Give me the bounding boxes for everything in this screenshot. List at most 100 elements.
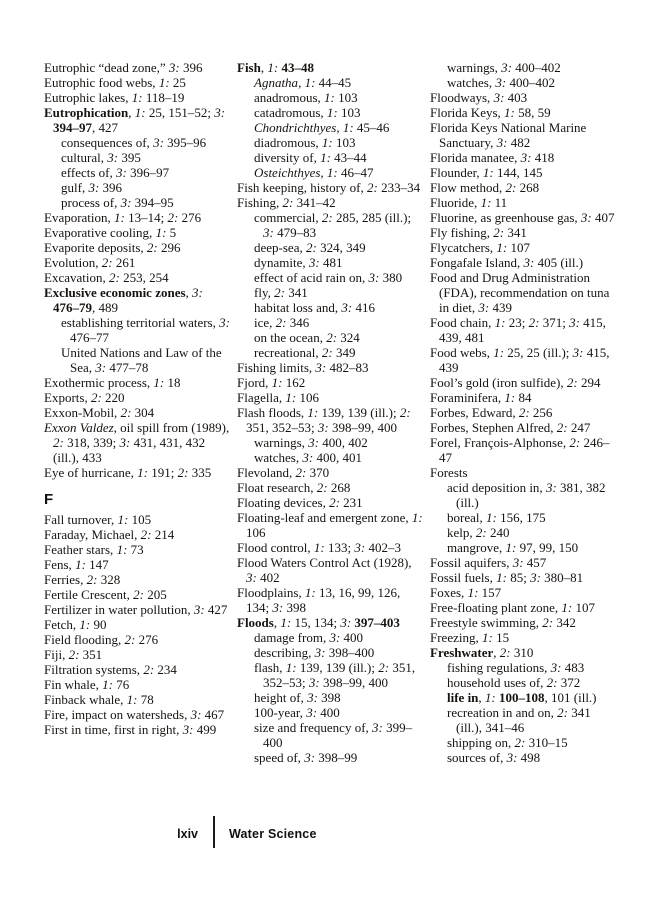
entry-text-segment: 3: — [478, 300, 490, 315]
index-subentry: size and frequency of, 3: 399–400 — [237, 720, 423, 750]
entry-text-segment: 402–3 — [365, 540, 401, 555]
entry-text-segment: 2: — [569, 435, 581, 450]
entry-text-segment: 97, 99, 150 — [516, 540, 579, 555]
index-column-3: warnings, 3: 400–402 watches, 3: 400–402 F… — [430, 60, 616, 765]
entry-text-segment: 3: — [168, 60, 180, 75]
entry-text-segment: 403 — [504, 90, 528, 105]
entry-text-segment: 3: — [496, 135, 508, 150]
index-entry: Filtration systems, 2: 234 — [44, 662, 230, 677]
entry-text-segment: 3: — [182, 722, 194, 737]
entry-text-segment: 427 — [204, 602, 228, 617]
entry-text-segment: 310 — [510, 645, 534, 660]
index-subentry: acid deposition in, 3: 381, 382 (ill.) — [430, 480, 616, 510]
index-entry: Fossil aquifers, 3: 457 — [430, 555, 616, 570]
entry-text-segment: 476–77 — [70, 330, 109, 345]
entry-text-segment: 346 — [286, 315, 310, 330]
index-entry: Florida Keys National Marine Sanctuary, … — [430, 120, 616, 150]
entry-text-segment: 1: — [505, 540, 517, 555]
entry-text-segment: 1: — [116, 542, 128, 557]
index-entry: Fishing, 2: 341–42 — [237, 195, 423, 210]
entry-text-segment: Fishing, — [237, 195, 283, 210]
entry-text-segment: 400 — [317, 705, 340, 720]
entry-text-segment: Florida Keys National Marine Sanctuary, — [430, 120, 587, 150]
index-subentry: consequences of, 3: 395–96 — [44, 135, 230, 150]
entry-text-segment: 394–97 — [53, 120, 92, 135]
entry-text-segment: 3: — [354, 540, 366, 555]
entry-text-segment: 351, 352–53; — [263, 660, 416, 690]
index-subentry: diadromous, 1: 103 — [237, 135, 423, 150]
index-subentry: Agnatha, 1: 44–45 — [237, 75, 423, 90]
entry-text-segment: 3: — [569, 315, 580, 330]
index-entry: Flood Waters Control Act (1928), 3: 402 — [237, 555, 423, 585]
entry-text-segment: 1: — [326, 165, 338, 180]
entry-text-segment: 418 — [531, 150, 555, 165]
entry-text-segment: Agnatha — [254, 75, 299, 90]
entry-text-segment: 157 — [478, 585, 502, 600]
entry-text-segment: 106 — [246, 525, 266, 540]
entry-text-segment: Flevoland, — [237, 465, 296, 480]
entry-text-segment: 2: — [133, 587, 145, 602]
entry-text-segment: 2: — [101, 255, 113, 270]
entry-text-segment: 1: — [561, 600, 573, 615]
entry-text-segment: First in time, first in right, — [44, 722, 183, 737]
entry-text-segment: 76 — [112, 677, 130, 692]
entry-text-segment: 13–14; — [124, 210, 168, 225]
entry-text-segment: 395 — [118, 150, 141, 165]
entry-text-segment: 1: — [79, 617, 91, 632]
entry-text-segment: 1: — [304, 585, 316, 600]
entry-text-segment: 18 — [164, 375, 181, 390]
entry-text-segment: size and frequency of, — [254, 720, 373, 735]
index-subentry: on the ocean, 2: 324 — [237, 330, 423, 345]
entry-text-segment: 2: — [177, 465, 189, 480]
entry-text-segment: 45–46 — [353, 120, 390, 135]
index-subentry: effect of acid rain on, 3: 380 — [237, 270, 423, 285]
entry-text-segment: 431, 431, 432 (ill.), 433 — [53, 435, 206, 465]
entry-text-segment: 372 — [557, 675, 581, 690]
entry-text-segment: , — [336, 120, 343, 135]
entry-text-segment: 1: — [155, 225, 167, 240]
entry-text-segment: Chondrichthyes — [254, 120, 337, 135]
entry-text-segment: 43–44 — [330, 150, 367, 165]
entry-text-segment: 3: — [329, 630, 341, 645]
entry-text-segment: Flounder, — [430, 165, 483, 180]
entry-text-segment: 58, 59 — [514, 105, 551, 120]
entry-text-segment: 100–108 — [499, 690, 545, 705]
entry-text-segment: fly, — [254, 285, 275, 300]
index-entry: Fluoride, 1: 11 — [430, 195, 616, 210]
entry-text-segment: 147 — [85, 557, 109, 572]
index-entry: Evaporative cooling, 1: 5 — [44, 225, 230, 240]
entry-text-segment: 342 — [553, 615, 576, 630]
entry-text-segment: Fish keeping, history of, — [237, 180, 367, 195]
entry-text-segment: 2: — [528, 315, 540, 330]
entry-text-segment: 1: — [496, 240, 508, 255]
entry-text-segment: 139, 139 (ill.); — [296, 660, 379, 675]
index-subentry: diversity of, 1: 43–44 — [237, 150, 423, 165]
entry-text-segment: 351, 352–53; — [246, 420, 318, 435]
index-entry: Fiji, 2: 351 — [44, 647, 230, 662]
index-entry: First in time, first in right, 3: 499 — [44, 722, 230, 737]
entry-text-segment: 1: — [493, 345, 505, 360]
entry-text-segment: 1: — [117, 512, 129, 527]
index-subentry: establishing territorial waters, 3: 476–… — [44, 315, 230, 345]
index-subentry: warnings, 3: 400–402 — [430, 60, 616, 75]
entry-text-segment: 2: — [282, 195, 294, 210]
index-subentry: speed of, 3: 398–99 — [237, 750, 423, 765]
entry-text-segment: 253, 254 — [119, 270, 169, 285]
entry-text-segment: 1: — [480, 195, 492, 210]
index-subentry: height of, 3: 398 — [237, 690, 423, 705]
entry-text-segment: Freshwater — [430, 645, 494, 660]
entry-text-segment: Fish — [237, 60, 261, 75]
index-subentry: gulf, 3: 396 — [44, 180, 230, 195]
entry-text-segment: Fluoride, — [430, 195, 481, 210]
entry-text-segment: 3: — [317, 420, 329, 435]
index-entry: Fossil fuels, 1: 85; 3: 380–81 — [430, 570, 616, 585]
entry-text-segment: Floodplains, — [237, 585, 305, 600]
entry-text-segment: 398–99, 400 — [319, 675, 388, 690]
entry-text-segment: 3: — [190, 707, 202, 722]
entry-text-segment: 205 — [144, 587, 167, 602]
entry-text-segment: Fossil aquifers, — [430, 555, 513, 570]
index-entry: Forests — [430, 465, 616, 480]
entry-text-segment: establishing territorial waters, — [61, 315, 220, 330]
entry-text-segment: 85; — [506, 570, 531, 585]
index-entry: Flagella, 1: 106 — [237, 390, 423, 405]
